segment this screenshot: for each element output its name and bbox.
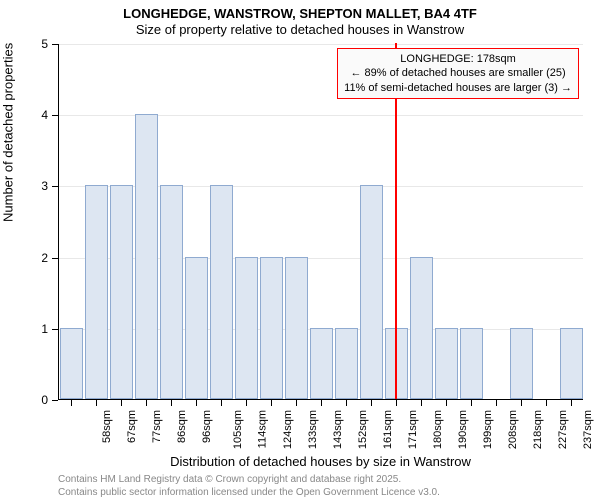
x-tick	[71, 400, 72, 406]
chart-title-sub: Size of property relative to detached ho…	[0, 22, 600, 37]
x-tick-label: 105sqm	[232, 410, 244, 449]
x-tick	[121, 400, 122, 406]
y-tick-label: 0	[30, 393, 48, 407]
y-tick	[52, 329, 58, 330]
x-tick-label: 171sqm	[407, 410, 419, 449]
y-tick-label: 1	[30, 322, 48, 336]
histogram-bar	[360, 185, 384, 399]
x-tick-label: 180sqm	[432, 410, 444, 449]
x-tick	[546, 400, 547, 406]
x-tick	[421, 400, 422, 406]
x-tick-label: 77sqm	[151, 410, 163, 443]
x-tick-label: 133sqm	[307, 410, 319, 449]
histogram-bar	[260, 257, 284, 399]
histogram-bar	[285, 257, 309, 399]
histogram-bar	[460, 328, 484, 399]
x-tick	[346, 400, 347, 406]
x-tick	[96, 400, 97, 406]
x-tick-label: 199sqm	[482, 410, 494, 449]
histogram-bar	[110, 185, 134, 399]
footnote-line: Contains public sector information licen…	[58, 487, 440, 500]
histogram-bar	[210, 185, 234, 399]
y-tick	[52, 44, 58, 45]
y-tick	[52, 258, 58, 259]
x-tick	[246, 400, 247, 406]
footnote: Contains HM Land Registry data © Crown c…	[58, 474, 440, 499]
y-tick	[52, 186, 58, 187]
x-tick-label: 152sqm	[357, 410, 369, 449]
x-tick	[471, 400, 472, 406]
x-tick	[396, 400, 397, 406]
x-tick-label: 124sqm	[282, 410, 294, 449]
annotation-line: 11% of semi-detached houses are larger (…	[344, 81, 572, 95]
x-tick-label: 227sqm	[557, 410, 569, 449]
histogram-bar	[310, 328, 334, 399]
footnote-line: Contains HM Land Registry data © Crown c…	[58, 474, 440, 487]
x-tick	[171, 400, 172, 406]
x-tick	[321, 400, 322, 406]
x-tick-label: 96sqm	[201, 410, 213, 443]
annotation-box: LONGHEDGE: 178sqm← 89% of detached house…	[337, 48, 579, 99]
annotation-line: ← 89% of detached houses are smaller (25…	[344, 66, 572, 80]
x-tick-label: 190sqm	[457, 410, 469, 449]
y-tick	[52, 115, 58, 116]
y-tick-label: 4	[30, 108, 48, 122]
histogram-bar	[60, 328, 84, 399]
x-tick-label: 161sqm	[382, 410, 394, 449]
histogram-bar	[85, 185, 109, 399]
chart-title-main: LONGHEDGE, WANSTROW, SHEPTON MALLET, BA4…	[0, 6, 600, 21]
x-tick	[146, 400, 147, 406]
x-tick	[271, 400, 272, 406]
annotation-line: LONGHEDGE: 178sqm	[344, 52, 572, 66]
x-tick	[571, 400, 572, 406]
histogram-bar	[335, 328, 359, 399]
y-tick-label: 3	[30, 179, 48, 193]
x-axis-label: Distribution of detached houses by size …	[58, 454, 583, 469]
histogram-bar	[510, 328, 534, 399]
x-tick	[371, 400, 372, 406]
histogram-bar	[435, 328, 459, 399]
y-tick	[52, 400, 58, 401]
plot-area: LONGHEDGE: 178sqm← 89% of detached house…	[58, 44, 583, 400]
x-tick	[296, 400, 297, 406]
x-tick	[496, 400, 497, 406]
y-tick-label: 2	[30, 251, 48, 265]
x-tick-label: 218sqm	[532, 410, 544, 449]
x-tick-label: 143sqm	[332, 410, 344, 449]
x-tick-label: 86sqm	[176, 410, 188, 443]
x-tick-label: 237sqm	[582, 410, 594, 449]
x-tick	[521, 400, 522, 406]
y-tick-label: 5	[30, 37, 48, 51]
histogram-bar	[160, 185, 184, 399]
histogram-bar	[135, 114, 159, 399]
histogram-bar	[410, 257, 434, 399]
histogram-bar	[560, 328, 584, 399]
x-tick-label: 114sqm	[256, 410, 268, 448]
x-tick	[221, 400, 222, 406]
histogram-bar	[185, 257, 209, 399]
histogram-bar	[235, 257, 259, 399]
x-tick-label: 58sqm	[101, 410, 113, 443]
gridline	[59, 44, 583, 45]
x-tick-label: 67sqm	[126, 410, 138, 443]
x-tick	[446, 400, 447, 406]
x-tick	[196, 400, 197, 406]
x-tick-label: 208sqm	[507, 410, 519, 449]
